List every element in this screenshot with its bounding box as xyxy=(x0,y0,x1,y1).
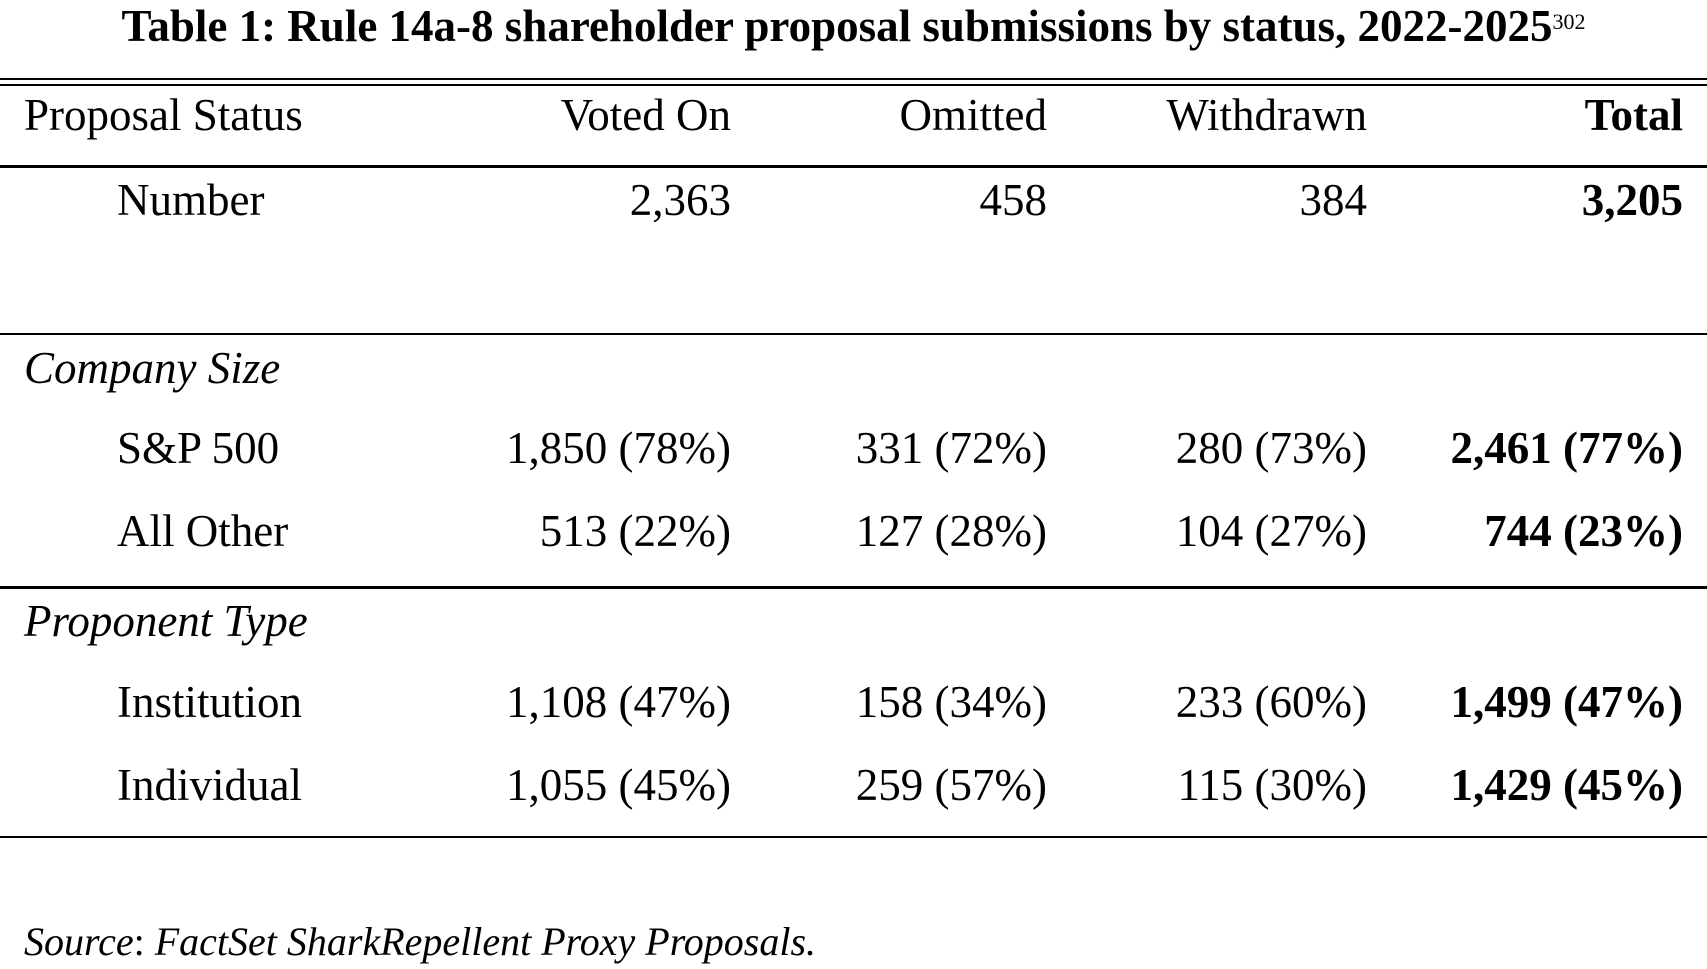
number-withdrawn: 384 xyxy=(1299,175,1368,225)
all-other-total: 744 (23%) xyxy=(1484,506,1683,556)
table-row-institution: Institution 1,108 (47%) 158 (34%) 233 (6… xyxy=(0,672,1707,732)
section-heading-proponent-type: Proponent Type xyxy=(0,591,1707,651)
individual-omitted: 259 (57%) xyxy=(855,760,1047,810)
top-double-rule-upper xyxy=(0,78,1707,80)
individual-total: 1,429 (45%) xyxy=(1450,760,1683,810)
table-row-individual: Individual 1,055 (45%) 259 (57%) 115 (30… xyxy=(0,755,1707,815)
row-label-sp500: S&P 500 xyxy=(117,423,280,473)
sp500-voted: 1,850 (78%) xyxy=(506,423,731,473)
institution-omitted: 158 (34%) xyxy=(855,677,1047,727)
source-text: FactSet SharkRepellent Proxy Proposals. xyxy=(154,919,817,964)
top-double-rule-lower xyxy=(0,84,1707,86)
sp500-omitted: 331 (72%) xyxy=(855,423,1047,473)
source-label: Source xyxy=(24,919,134,964)
table-row-sp500: S&P 500 1,850 (78%) 331 (72%) 280 (73%) … xyxy=(0,418,1707,478)
company-size-heading: Company Size xyxy=(24,343,281,393)
institution-total: 1,499 (47%) xyxy=(1450,677,1683,727)
all-other-omitted: 127 (28%) xyxy=(855,506,1047,556)
number-total: 3,205 xyxy=(1581,175,1683,225)
section-rule-proponent-type xyxy=(0,586,1707,589)
title-footnote-marker: 302 xyxy=(1552,9,1586,34)
table-title: Table 1: Rule 14a-8 shareholder proposal… xyxy=(0,0,1707,62)
table-row-all-other: All Other 513 (22%) 127 (28%) 104 (27%) … xyxy=(0,501,1707,561)
header-omitted: Omitted xyxy=(899,90,1047,140)
row-label-individual: Individual xyxy=(117,760,302,810)
header-voted-on: Voted On xyxy=(560,90,731,140)
table-title-text: Table 1: Rule 14a-8 shareholder proposal… xyxy=(121,1,1553,51)
number-omitted: 458 xyxy=(979,175,1048,225)
section-heading-company-size: Company Size xyxy=(0,338,1707,398)
all-other-withdrawn: 104 (27%) xyxy=(1175,506,1367,556)
header-proposal-status: Proposal Status xyxy=(24,90,303,140)
source-separator: : xyxy=(133,919,155,964)
row-label-number: Number xyxy=(117,175,265,225)
sp500-withdrawn: 280 (73%) xyxy=(1175,423,1367,473)
section-rule-company-size xyxy=(0,333,1707,335)
institution-withdrawn: 233 (60%) xyxy=(1175,677,1367,727)
row-label-all-other: All Other xyxy=(117,506,289,556)
sp500-total: 2,461 (77%) xyxy=(1450,423,1683,473)
all-other-voted: 513 (22%) xyxy=(539,506,731,556)
number-voted: 2,363 xyxy=(629,175,731,225)
proponent-type-heading: Proponent Type xyxy=(24,596,308,646)
header-total: Total xyxy=(1584,90,1683,140)
institution-voted: 1,108 (47%) xyxy=(506,677,731,727)
header-rule xyxy=(0,165,1707,168)
source-note: Source: FactSet SharkRepellent Proxy Pro… xyxy=(24,916,816,968)
row-label-institution: Institution xyxy=(117,677,303,727)
individual-withdrawn: 115 (30%) xyxy=(1177,760,1367,810)
table-bottom-rule xyxy=(0,836,1707,838)
header-withdrawn: Withdrawn xyxy=(1166,90,1367,140)
individual-voted: 1,055 (45%) xyxy=(506,760,731,810)
table-header-row: Proposal Status Voted On Omitted Withdra… xyxy=(0,85,1707,145)
table-row-number: Number 2,363 458 384 3,205 xyxy=(0,170,1707,230)
